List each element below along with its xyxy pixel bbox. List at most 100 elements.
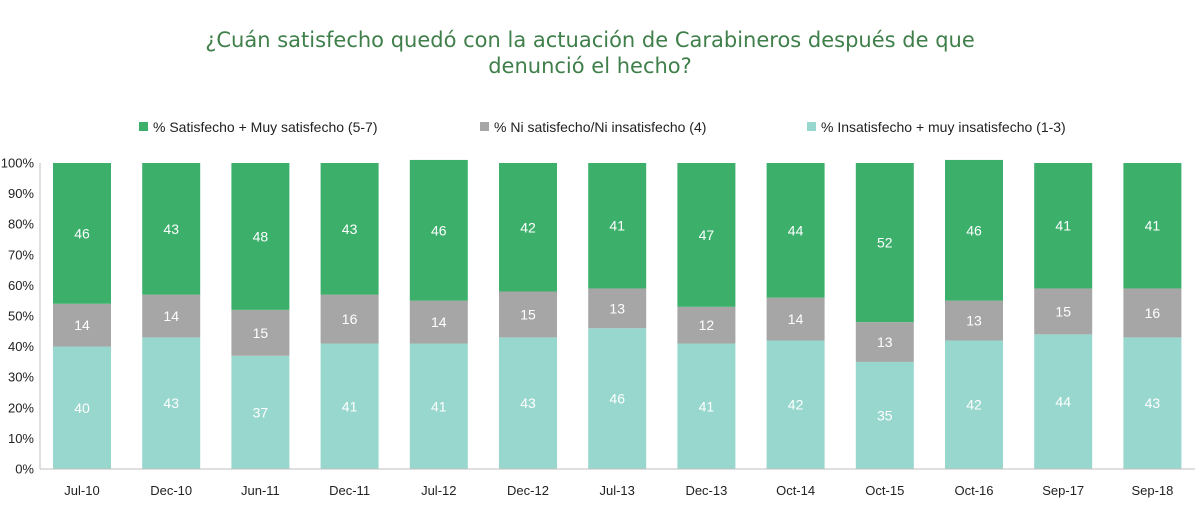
- data-label-neutral: 14: [163, 308, 179, 324]
- bar-segment-neutral: [409, 300, 468, 344]
- data-label-satisfied: 46: [431, 222, 447, 238]
- bar-segment-dissatisfied: [499, 337, 557, 469]
- y-tick-label: 30%: [8, 370, 34, 385]
- data-label-neutral: 14: [788, 311, 804, 327]
- chart-title-line-2: denunció el hecho?: [488, 54, 692, 78]
- x-tick-label: Dec-10: [150, 483, 192, 498]
- bar-segment-neutral: [231, 309, 290, 356]
- data-label-dissatisfied: 43: [520, 395, 536, 411]
- x-tick-label: Oct-14: [776, 483, 815, 498]
- bar-segment-satisfied: [409, 159, 468, 301]
- data-label-neutral: 13: [609, 300, 625, 316]
- bar-segment-dissatisfied: [53, 346, 111, 469]
- bar-segment-dissatisfied: [231, 355, 290, 469]
- bar-segment-neutral: [855, 322, 914, 362]
- data-label-neutral: 14: [431, 314, 447, 330]
- data-label-neutral: 12: [699, 317, 715, 333]
- data-label-dissatisfied: 43: [163, 395, 179, 411]
- y-tick-label: 90%: [8, 186, 34, 201]
- data-label-dissatisfied: 42: [788, 397, 804, 413]
- bar-segment-neutral: [53, 303, 111, 347]
- x-tick-label: Jun-11: [241, 483, 280, 498]
- bar-segment-satisfied: [53, 163, 111, 304]
- bar-segment-satisfied: [499, 163, 557, 292]
- y-tick-label: 10%: [8, 431, 34, 446]
- x-tick-label: Dec-13: [685, 483, 727, 498]
- x-tick-label: Jul-12: [421, 483, 456, 498]
- data-label-satisfied: 43: [163, 221, 179, 237]
- y-tick-label: 60%: [8, 278, 34, 293]
- data-label-neutral: 14: [74, 317, 90, 333]
- y-tick-label: 100%: [1, 156, 35, 171]
- bar-segment-satisfied: [855, 163, 914, 323]
- data-label-satisfied: 52: [877, 235, 893, 251]
- y-tick-label: 50%: [8, 309, 34, 324]
- x-tick-label: Dec-11: [329, 483, 370, 498]
- y-tick-label: 80%: [8, 217, 34, 232]
- data-label-satisfied: 42: [520, 219, 536, 235]
- data-label-neutral: 15: [253, 325, 269, 341]
- bar-segment-neutral: [588, 288, 647, 329]
- legend-label-satisfied: % Satisfecho + Muy satisfecho (5-7): [153, 119, 378, 135]
- bar-segment-neutral: [1034, 288, 1093, 335]
- data-label-satisfied: 41: [1145, 218, 1161, 234]
- data-label-dissatisfied: 35: [877, 407, 893, 423]
- bar-segment-neutral: [677, 306, 736, 344]
- data-label-dissatisfied: 44: [1055, 394, 1071, 410]
- bar-segment-neutral: [1123, 288, 1182, 338]
- bar-segment-dissatisfied: [320, 343, 379, 469]
- data-label-dissatisfied: 42: [966, 397, 982, 413]
- bar-segment-dissatisfied: [766, 340, 825, 469]
- data-label-neutral: 13: [877, 334, 893, 350]
- bar-segment-dissatisfied: [945, 340, 1003, 469]
- bar-segment-dissatisfied: [677, 343, 736, 469]
- x-tick-label: Oct-15: [865, 483, 904, 498]
- bar-segment-neutral: [499, 291, 557, 338]
- y-tick-label: 20%: [8, 400, 34, 415]
- bar-segment-neutral: [142, 294, 201, 338]
- data-label-satisfied: 43: [342, 221, 358, 237]
- x-tick-label: Sep-18: [1131, 483, 1173, 498]
- bar-segment-satisfied: [231, 163, 290, 310]
- chart-title-line-1: ¿Cuán satisfecho quedó con la actuación …: [205, 28, 975, 52]
- x-tick-label: Jul-13: [599, 483, 634, 498]
- legend-label-dissatisfied: % Insatisfecho + muy insatisfecho (1-3): [821, 119, 1066, 135]
- x-tick-label: Oct-16: [954, 483, 993, 498]
- data-label-dissatisfied: 41: [342, 398, 358, 414]
- data-label-neutral: 16: [1145, 305, 1161, 321]
- bar-segment-satisfied: [320, 163, 379, 295]
- bar-segment-satisfied: [945, 159, 1003, 301]
- y-tick-label: 70%: [8, 247, 34, 262]
- data-label-neutral: 15: [520, 306, 536, 322]
- bar-segment-neutral: [320, 294, 379, 344]
- data-label-satisfied: 41: [1055, 218, 1071, 234]
- x-tick-label: Sep-17: [1042, 483, 1084, 498]
- data-label-dissatisfied: 37: [253, 404, 269, 420]
- bar-segment-neutral: [945, 300, 1003, 341]
- bar-segment-dissatisfied: [1034, 334, 1093, 469]
- bar-segment-neutral: [766, 297, 825, 341]
- x-tick-label: Dec-12: [507, 483, 549, 498]
- data-label-dissatisfied: 43: [1145, 395, 1161, 411]
- y-tick-label: 40%: [8, 339, 34, 354]
- bar-segment-dissatisfied: [1123, 337, 1182, 469]
- data-label-neutral: 16: [342, 311, 358, 327]
- data-label-satisfied: 41: [609, 218, 625, 234]
- data-label-satisfied: 46: [966, 222, 982, 238]
- data-label-satisfied: 48: [253, 228, 269, 244]
- data-label-dissatisfied: 46: [609, 391, 625, 407]
- data-label-satisfied: 46: [74, 225, 90, 241]
- bar-segment-satisfied: [142, 163, 201, 295]
- bar-segment-satisfied: [1034, 163, 1093, 289]
- legend-swatch-neutral: [480, 122, 489, 131]
- legend-swatch-dissatisfied: [807, 122, 816, 131]
- data-label-dissatisfied: 41: [431, 398, 447, 414]
- data-label-neutral: 15: [1055, 303, 1071, 319]
- data-label-dissatisfied: 41: [699, 398, 715, 414]
- bar-segment-satisfied: [766, 163, 825, 298]
- data-label-dissatisfied: 40: [74, 400, 90, 416]
- bar-segment-satisfied: [1123, 163, 1182, 289]
- bar-segment-satisfied: [588, 163, 647, 289]
- x-tick-label: Jul-10: [64, 483, 99, 498]
